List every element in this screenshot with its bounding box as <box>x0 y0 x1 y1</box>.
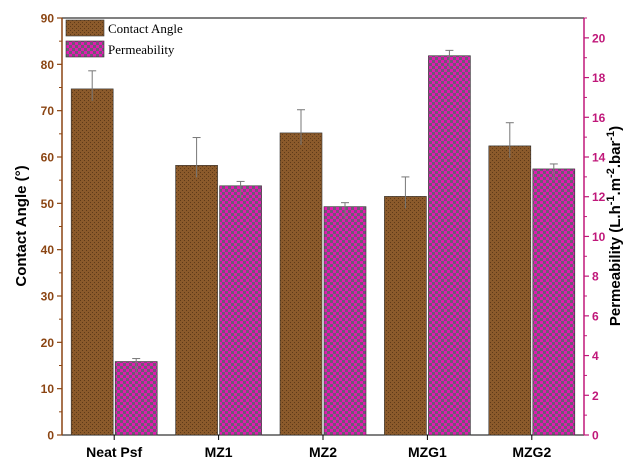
left-tick-label: 90 <box>41 12 55 26</box>
bar-contact-angle <box>384 196 427 436</box>
left-tick-label: 30 <box>41 290 55 304</box>
right-tick-label: 18 <box>592 71 606 85</box>
right-tick-label: 14 <box>592 151 606 165</box>
left-tick-label: 40 <box>41 243 55 257</box>
error-bars-layer <box>88 49 558 374</box>
right-axis: 0 2 4 6 8 10 12 14 16 18 20 <box>583 17 606 443</box>
left-tick-label: 70 <box>41 104 55 118</box>
legend: Contact Angle Permeability <box>65 19 183 58</box>
bar-permeability <box>323 206 367 436</box>
right-tick-label: 6 <box>592 309 599 323</box>
left-tick-label: 10 <box>41 382 55 396</box>
bar-contact-angle <box>279 132 323 436</box>
legend-label-permeability: Permeability <box>108 42 175 57</box>
right-tick-label: 8 <box>592 270 599 284</box>
left-tick-label: 50 <box>41 197 55 211</box>
right-tick-label: 4 <box>592 349 599 363</box>
right-tick-label: 2 <box>592 389 599 403</box>
right-tick-label: 20 <box>592 31 606 45</box>
legend-swatch-contact-angle <box>65 19 105 37</box>
legend-swatch-permeability <box>65 40 105 58</box>
left-axis: 0 10 20 30 40 50 60 70 80 90 <box>41 12 63 443</box>
left-tick-label: 20 <box>41 336 55 350</box>
bars-layer <box>70 55 576 436</box>
bar-contact-angle <box>70 88 114 436</box>
x-tick-label: Neat Psf <box>86 444 142 460</box>
left-tick-label: 80 <box>41 58 55 72</box>
x-tick-label: MZG1 <box>408 444 447 460</box>
right-tick-label: 12 <box>592 190 606 204</box>
right-tick-label: 0 <box>592 429 599 443</box>
left-tick-label: 60 <box>41 151 55 165</box>
x-tick-label: MZ2 <box>309 444 337 460</box>
x-axis: Neat Psf MZ1 MZ2 MZG1 MZG2 <box>86 435 551 460</box>
right-tick-label: 16 <box>592 111 606 125</box>
bar-contact-angle <box>175 165 218 436</box>
x-tick-label: MZG2 <box>512 444 551 460</box>
bar-permeability <box>428 55 471 436</box>
bar-permeability <box>532 168 576 436</box>
x-tick-label: MZ1 <box>205 444 233 460</box>
right-tick-label: 10 <box>592 230 606 244</box>
legend-label-contact-angle: Contact Angle <box>108 21 183 36</box>
left-tick-label: 0 <box>47 429 54 443</box>
bar-permeability <box>219 185 262 436</box>
right-axis-label: Permeability (L.h-1.m-2.bar-1) <box>605 126 624 326</box>
bar-contact-angle <box>488 145 532 436</box>
left-axis-label: Contact Angle (°) <box>13 165 30 286</box>
